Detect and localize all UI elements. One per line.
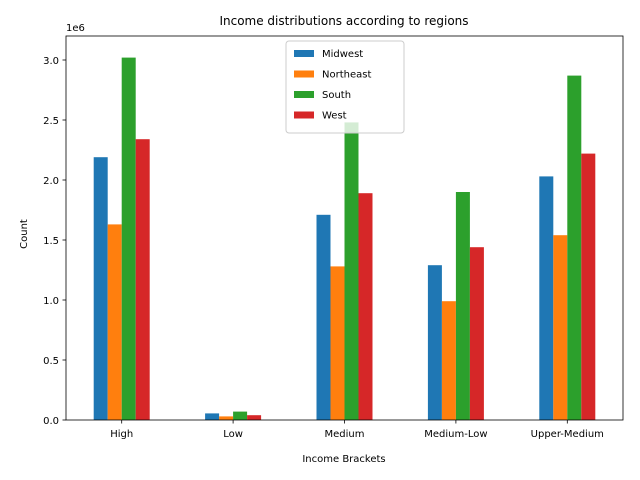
bar-northeast-high (107, 224, 122, 420)
y-offset-label: 1e6 (66, 23, 85, 34)
y-tick-label: 1.0 (43, 296, 59, 307)
y-tick-label: 2.5 (43, 116, 59, 127)
x-axis-title: Income Brackets (302, 454, 385, 465)
bar-northeast-medium (330, 266, 345, 420)
bar-northeast-low (219, 416, 234, 420)
bar-midwest-low (205, 413, 220, 420)
x-tick-label: High (110, 429, 133, 440)
legend-swatch-midwest (294, 50, 314, 57)
legend-box (285, 40, 405, 134)
bar-midwest-high (93, 157, 108, 420)
x-tick-label: Medium (325, 429, 365, 440)
legend-label-northeast: Northeast (322, 70, 371, 81)
bar-midwest-medium-low (427, 265, 442, 420)
bar-midwest-medium (316, 214, 331, 420)
bar-south-upper-medium (567, 75, 582, 420)
x-tick-label: Upper-Medium (531, 429, 604, 440)
y-tick-label: 0.5 (43, 356, 59, 367)
y-tick-label: 2.0 (43, 176, 59, 187)
legend: Midwest Northeast South West (285, 40, 405, 134)
bar-midwest-upper-medium (539, 176, 554, 420)
axes-layer: High Low Medium Medium-Low Upper-Medium 0.0 0.… (43, 35, 624, 440)
bar-west-medium (358, 193, 373, 420)
y-axis-title: Count (19, 219, 30, 249)
bar-northeast-medium-low (441, 301, 456, 420)
legend-swatch-west (294, 111, 314, 119)
x-tick-label: Low (223, 429, 243, 440)
y-tick-label: 3.0 (43, 56, 59, 67)
bar-south-high (121, 57, 136, 420)
bars-layer (93, 57, 596, 421)
legend-label-west: West (322, 111, 347, 122)
legend-label-south: South (322, 90, 351, 101)
bar-west-medium-low (469, 247, 484, 420)
bar-west-high (135, 139, 150, 420)
bar-northeast-upper-medium (553, 235, 568, 420)
bar-west-low (247, 415, 262, 420)
bar-south-low (233, 411, 248, 420)
legend-swatch-south (294, 91, 314, 98)
y-tick-label: 0.0 (43, 416, 59, 427)
chart-title: Income distributions according to region… (219, 14, 468, 28)
legend-swatch-northeast (294, 70, 314, 78)
x-tick-label: Medium-Low (424, 429, 487, 440)
bar-west-upper-medium (581, 153, 596, 420)
y-tick-label: 1.5 (43, 236, 59, 247)
bar-south-medium (344, 122, 359, 421)
legend-label-midwest: Midwest (322, 49, 363, 60)
bar-south-medium-low (455, 192, 470, 420)
